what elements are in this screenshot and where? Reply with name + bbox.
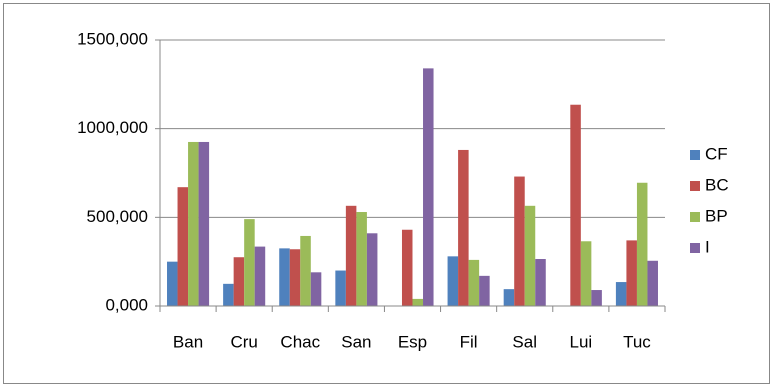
chart-border — [3, 3, 770, 384]
legend-label: I — [705, 237, 710, 256]
bar — [198, 141, 210, 306]
bar — [223, 283, 234, 306]
legend-swatch — [690, 150, 700, 160]
y-tick-label: 1000,000 — [77, 118, 148, 137]
x-tick-label: Tuc — [623, 332, 651, 351]
y-tick-label: 500,000 — [87, 207, 148, 226]
bar — [366, 233, 378, 306]
x-tick-label: San — [341, 332, 371, 351]
bar — [300, 235, 311, 306]
bar — [254, 246, 266, 306]
bar — [289, 249, 301, 306]
bar — [535, 259, 546, 306]
legend-swatch — [690, 212, 700, 222]
bar — [570, 104, 581, 306]
y-tick-label: 0,000 — [105, 295, 148, 314]
bar — [423, 68, 434, 306]
bar — [626, 240, 637, 306]
bar — [345, 205, 357, 306]
bar — [524, 205, 536, 306]
legend-swatch — [690, 181, 700, 191]
x-tick-label: Fil — [460, 332, 478, 351]
legend-label: BC — [705, 175, 729, 194]
x-tick-label: Lui — [569, 332, 592, 351]
bar — [167, 261, 178, 306]
legend-label: CF — [705, 144, 728, 163]
bar — [412, 298, 424, 306]
bar — [233, 257, 245, 306]
bar — [591, 290, 602, 306]
bar — [636, 182, 648, 306]
bar — [401, 229, 413, 306]
legend-label: BP — [705, 206, 728, 225]
bar — [279, 248, 290, 306]
bar — [447, 256, 459, 306]
x-tick-label: Esp — [398, 332, 427, 351]
bar — [503, 289, 515, 306]
bar — [615, 282, 627, 306]
bar — [479, 275, 490, 306]
bar — [458, 149, 469, 306]
bar — [647, 260, 658, 306]
bar — [335, 270, 346, 306]
bar — [468, 259, 480, 306]
bar — [188, 141, 199, 306]
x-tick-label: Cru — [230, 332, 257, 351]
bar — [514, 176, 525, 306]
x-tick-label: Chac — [280, 332, 320, 351]
y-tick-label: 1500,000 — [77, 29, 148, 48]
x-tick-label: Sal — [512, 332, 537, 351]
bar — [310, 272, 322, 306]
legend-swatch — [690, 243, 700, 253]
x-tick-label: Ban — [173, 332, 203, 351]
bar — [177, 187, 189, 306]
bar — [244, 219, 255, 306]
bar — [356, 212, 367, 306]
bar — [580, 241, 592, 306]
